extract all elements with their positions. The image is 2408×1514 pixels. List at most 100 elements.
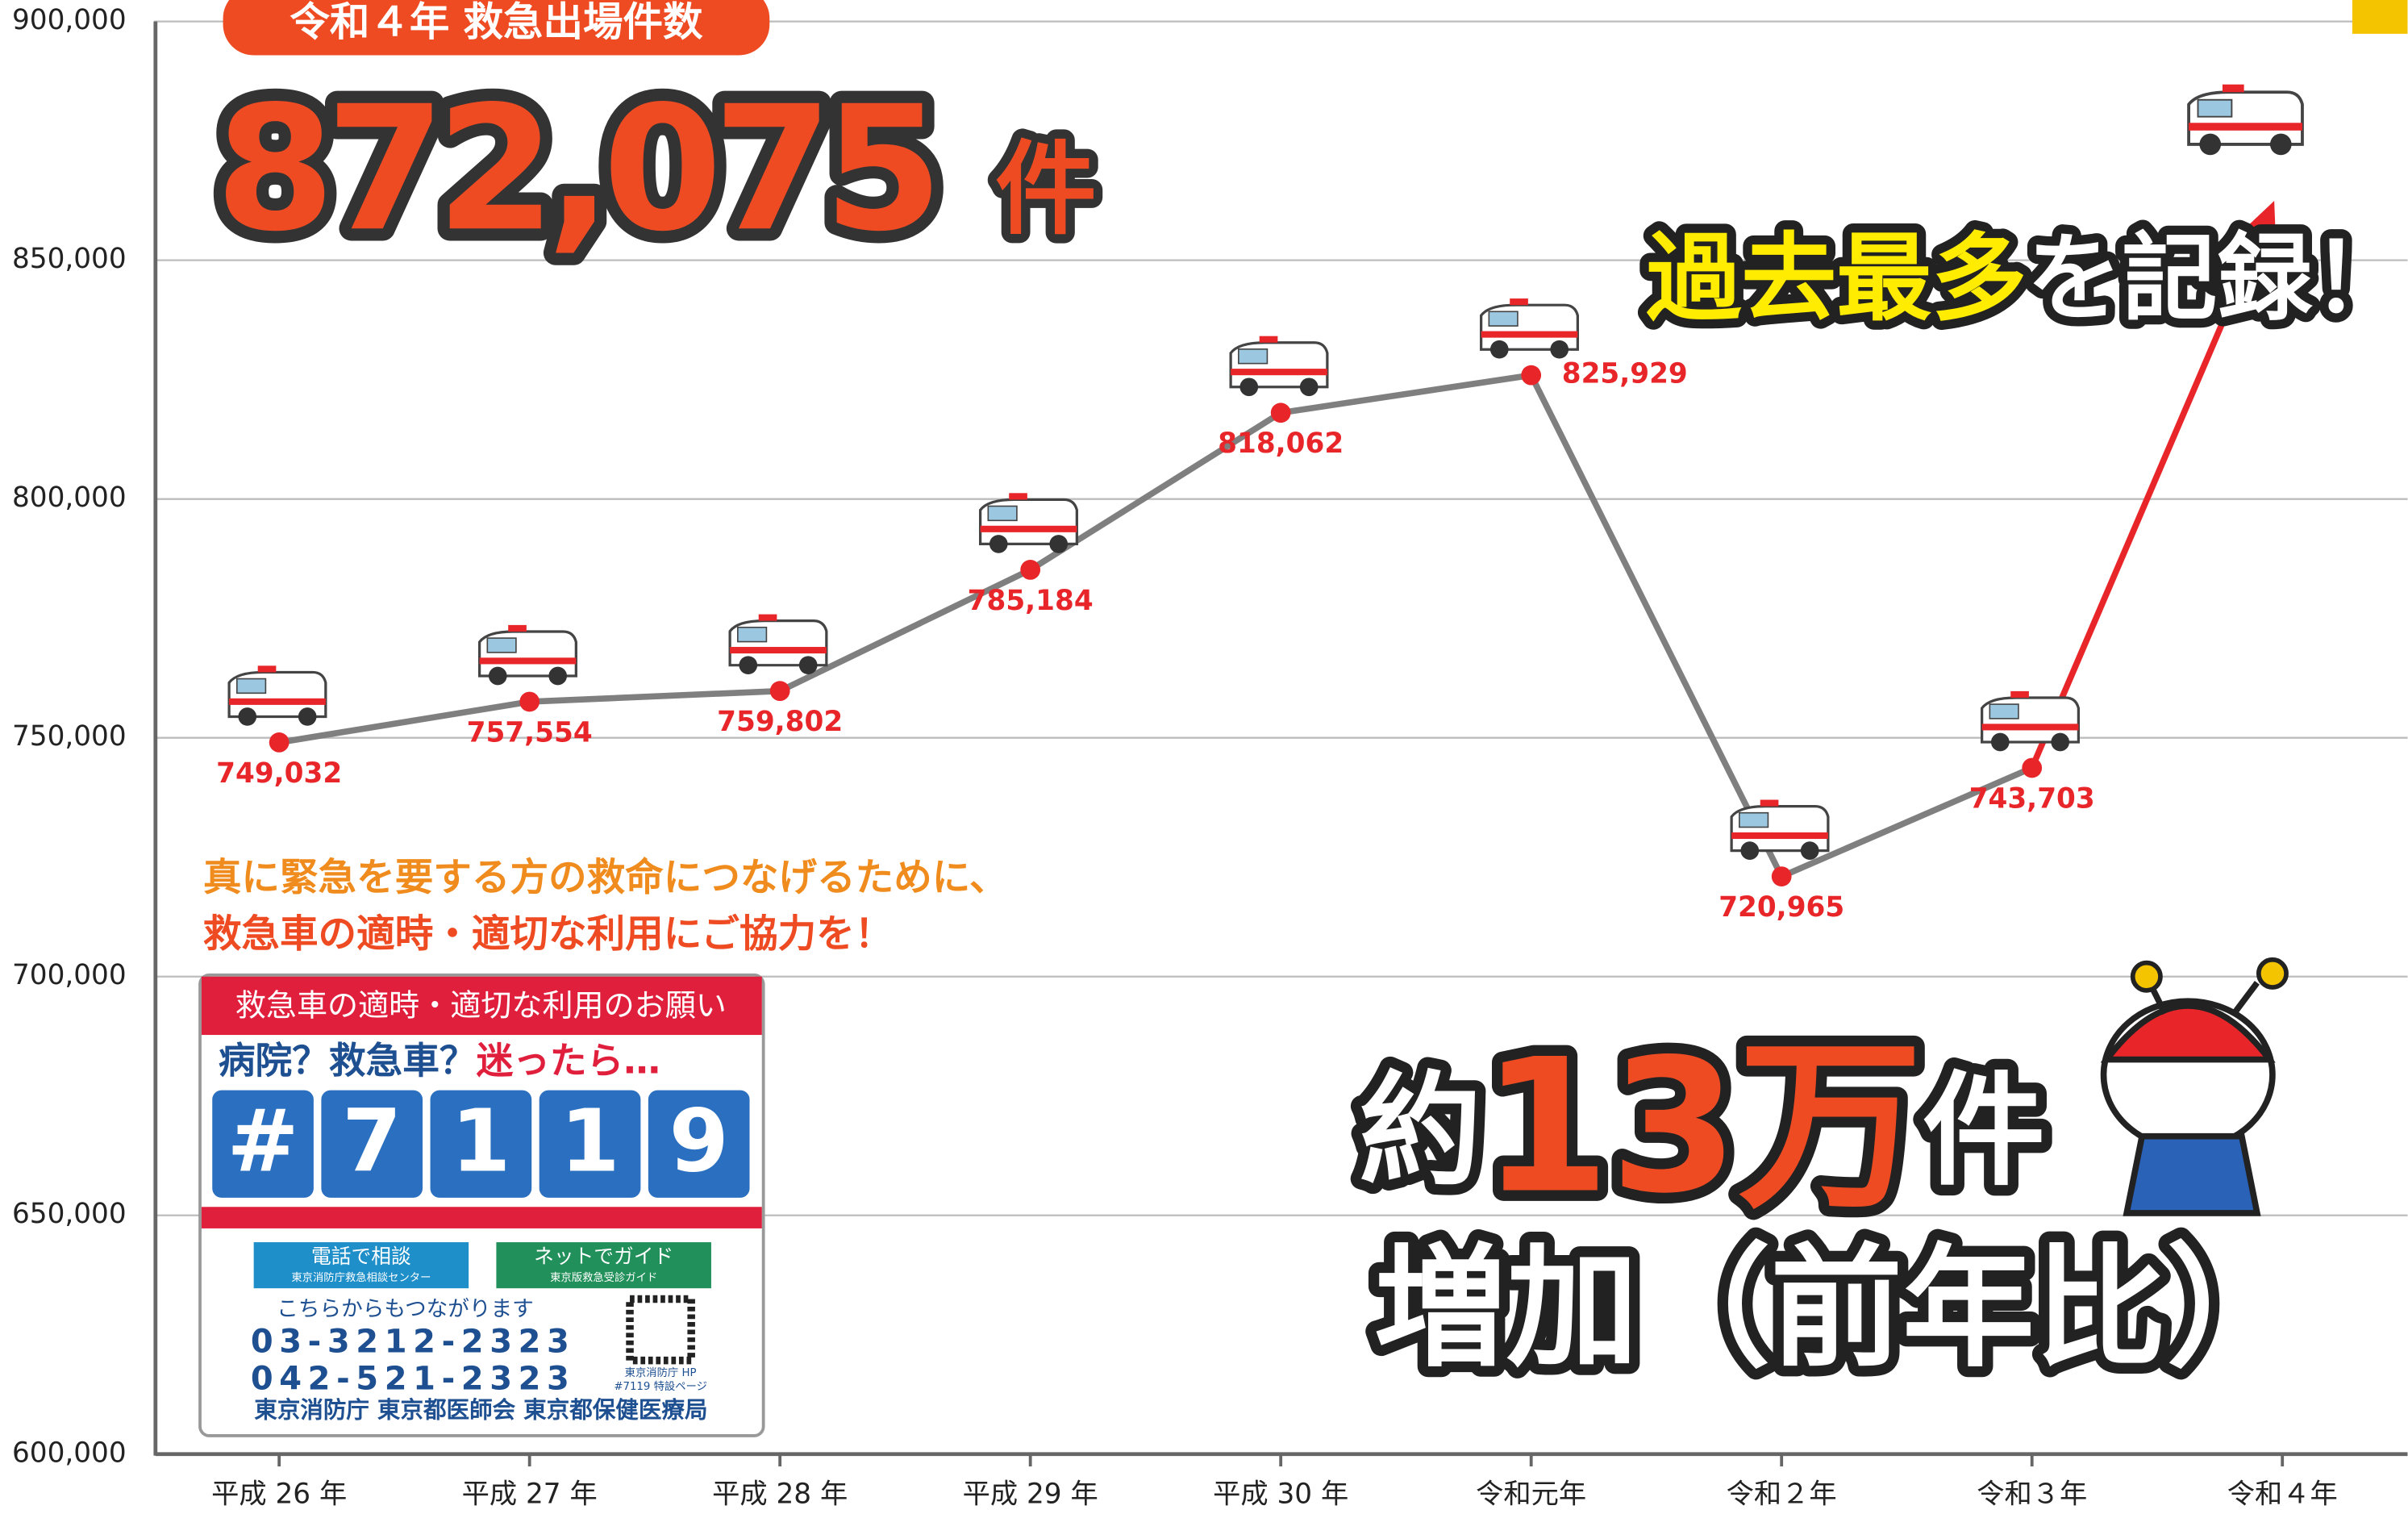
poster-question: 病院？救急車？迷ったら… [219, 1039, 660, 1082]
ambulance-window [1989, 704, 2018, 719]
ambulance-icon [229, 665, 326, 725]
ambulance-wheel [548, 667, 567, 686]
ambulance-light [1510, 298, 1528, 305]
poster-phone: 03-3212-2323 [251, 1324, 576, 1361]
ambulance-icon [730, 615, 827, 674]
slogan-line: 救急車の適時・適切な利用にご協力を！ [203, 912, 893, 957]
poster-header: 救急車の適時・適切な利用のお願い [235, 987, 727, 1023]
y-tick-label: 800,000 [12, 482, 127, 514]
record-text: 過去最多を記録！ [1646, 223, 2407, 334]
data-point [519, 692, 540, 712]
x-tick-label: 平成 26 年 [211, 1479, 347, 1511]
ambulance-stripe [480, 657, 577, 664]
ambulance-window [1739, 813, 1769, 828]
ambulance-wheel [489, 667, 507, 686]
ambulance-icon [1731, 800, 1828, 860]
data-point [1521, 365, 1541, 386]
digit-text: # [227, 1091, 298, 1191]
poster-footer: 東京消防庁 東京都医師会 東京都保健医療局 [254, 1395, 707, 1423]
ambulance-icon [1231, 336, 1327, 396]
ambulance-wheel [2199, 134, 2221, 156]
data-label: 759,802 [717, 706, 843, 738]
phone-button-label: 電話で相談 [311, 1245, 411, 1268]
x-tick-label: 平成 27 年 [462, 1479, 598, 1511]
ambulance-icon [480, 625, 577, 685]
ambulance-stripe [1231, 369, 1327, 375]
data-label: 720,965 [1719, 891, 1844, 924]
chart: 600,000650,000700,000750,000800,000850,0… [0, 0, 2408, 1514]
ambulance-icon [981, 493, 1077, 553]
digit-text: 1 [560, 1091, 619, 1191]
phone-button-sub: 東京消防庁救急相談センター [291, 1271, 431, 1284]
y-tick-label: 900,000 [12, 4, 127, 36]
poster-connect: こちらからもつながります [277, 1296, 534, 1321]
ambulance-wheel [1300, 377, 1319, 396]
ambulance-wheel [298, 707, 317, 726]
ambulance-light [2223, 85, 2244, 93]
data-point [1772, 866, 1792, 886]
ambulance-light [1760, 800, 1779, 807]
poster-question-main: 病院？救急車？ [219, 1039, 477, 1082]
ambulance-icon [1982, 691, 2079, 751]
x-tick-label: 令和４年 [2227, 1479, 2338, 1511]
ambulance-window [2198, 100, 2232, 117]
data-label: 818,062 [1218, 428, 1344, 460]
ambulance-icon [1481, 298, 1578, 358]
data-label: 743,703 [1969, 782, 2095, 815]
data-label: 785,184 [968, 585, 1094, 617]
ambulance-icon [2189, 85, 2302, 156]
increase-unit: 件 [1923, 1059, 2045, 1202]
ambulance-wheel [1801, 841, 1819, 860]
ambulance-stripe [229, 699, 326, 705]
increase-caption: 増加（前年比） [1374, 1231, 2298, 1385]
slogan-line: 真に緊急を要する方の救命につなげるために、 [203, 856, 1008, 900]
y-tick-label: 600,000 [12, 1437, 127, 1469]
ambulance-wheel [1991, 733, 2010, 752]
chart-title: 令和４年 救急出場件数 [290, 0, 703, 45]
poster-phone: 042-521-2323 [251, 1360, 576, 1397]
ambulance-wheel [1490, 340, 1509, 359]
ambulance-light [759, 615, 777, 621]
ambulance-wheel [799, 656, 818, 674]
increase-prefix: 約 [1359, 1059, 1481, 1202]
x-tick-label: 令和３年 [1977, 1479, 2087, 1511]
data-label: 825,929 [1562, 358, 1688, 390]
data-point [770, 681, 790, 701]
ambulance-stripe [1481, 332, 1578, 338]
record-highlight: 過去最多 [1646, 223, 2027, 334]
ambulance-wheel [1239, 377, 1258, 396]
data-point [1020, 560, 1040, 580]
qr-code [630, 1299, 691, 1360]
ambulance-stripe [1731, 832, 1828, 839]
headline-unit: 件 [995, 130, 1097, 248]
ambulance-wheel [2051, 733, 2069, 752]
ambulance-stripe [2189, 123, 2302, 131]
record-tail: を記録！ [2027, 223, 2407, 334]
data-label: 757,554 [467, 716, 593, 749]
net-button-label: ネットでガイド [534, 1245, 673, 1268]
ambulance-light [258, 665, 277, 672]
x-tick-label: 令和２年 [1727, 1479, 1837, 1511]
ambulance-wheel [238, 707, 256, 726]
ambulance-light [1009, 493, 1027, 499]
data-point [1271, 402, 1291, 423]
ambulance-wheel [2270, 134, 2292, 156]
digit-text: 9 [669, 1091, 729, 1191]
ambulance-window [1239, 349, 1268, 364]
increase-number: 13万 [1482, 1019, 1923, 1233]
ambulance-wheel [1740, 841, 1759, 860]
ambulance-window [738, 628, 767, 642]
poster-hp: #7119 特設ページ [614, 1380, 707, 1393]
poster-hp: 東京消防庁 HP [625, 1366, 697, 1379]
net-button-sub: 東京版救急受診ガイド [550, 1271, 657, 1284]
ambulance-light [1260, 336, 1278, 343]
y-tick-label: 650,000 [12, 1198, 127, 1230]
headline-number: 872,075 [215, 69, 934, 269]
ambulance-wheel [989, 535, 1008, 553]
corner-tag [2352, 0, 2408, 34]
x-tick-label: 平成 28 年 [712, 1479, 848, 1511]
ambulance-wheel [1550, 340, 1569, 359]
x-tick-label: 平成 30 年 [1213, 1479, 1348, 1511]
ambulance-window [1489, 311, 1518, 326]
